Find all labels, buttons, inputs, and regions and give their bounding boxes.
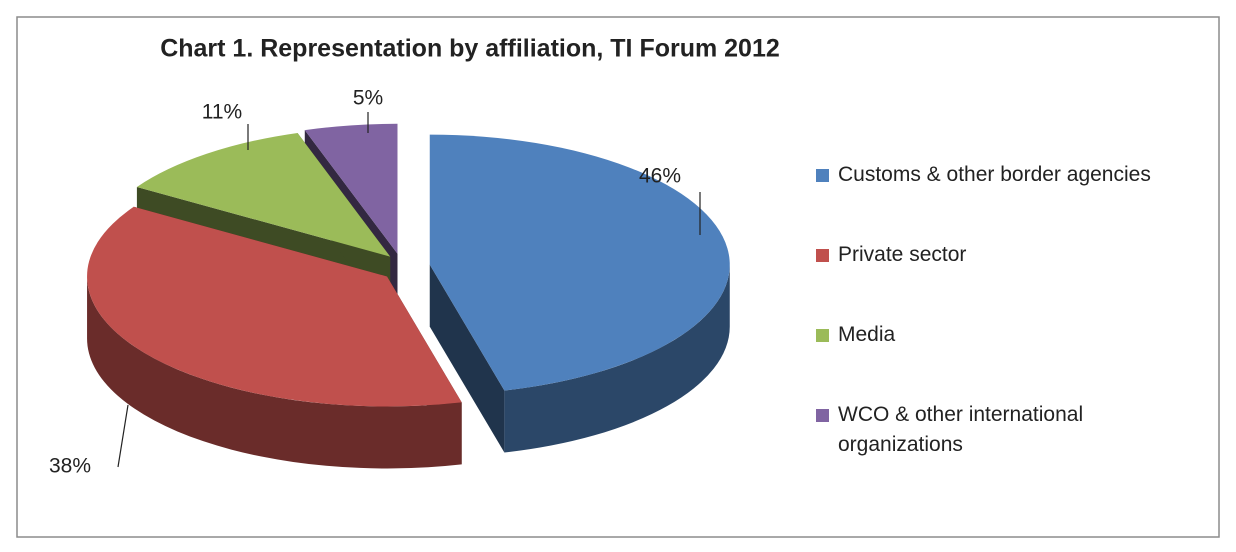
legend: Customs & other border agencies Private s…	[816, 160, 1201, 480]
legend-swatch	[816, 409, 829, 422]
legend-label: Private sector	[838, 243, 967, 266]
legend-label: Media	[838, 323, 896, 346]
legend-label: WCO & other international organizations	[838, 403, 1084, 456]
slice-rim	[504, 264, 730, 453]
data-label: 5%	[353, 87, 383, 110]
data-label: 46%	[639, 165, 681, 188]
pie-slice	[87, 206, 462, 407]
slice-side	[429, 264, 730, 453]
data-label: 11%	[202, 101, 242, 124]
legend-item: WCO & other international organizations	[816, 400, 1201, 480]
chart-title: Chart 1. Representation by affiliation, …	[160, 35, 780, 63]
data-label: 38%	[49, 455, 91, 478]
slice-rim	[87, 276, 462, 469]
slice-wall	[429, 264, 505, 453]
legend-item: Customs & other border agencies	[816, 160, 1201, 240]
pie-slice	[429, 134, 730, 391]
pie-slice	[136, 132, 391, 257]
pie-slice	[304, 123, 398, 254]
legend-label: Customs & other border agencies	[838, 163, 1151, 186]
legend-swatch	[816, 249, 829, 262]
legend-item: Media	[816, 320, 1201, 400]
legend-swatch	[816, 169, 829, 182]
legend-item: Private sector	[816, 240, 1201, 320]
leader-line	[117, 404, 129, 468]
slice-tops	[87, 123, 730, 407]
legend-swatch	[816, 329, 829, 342]
